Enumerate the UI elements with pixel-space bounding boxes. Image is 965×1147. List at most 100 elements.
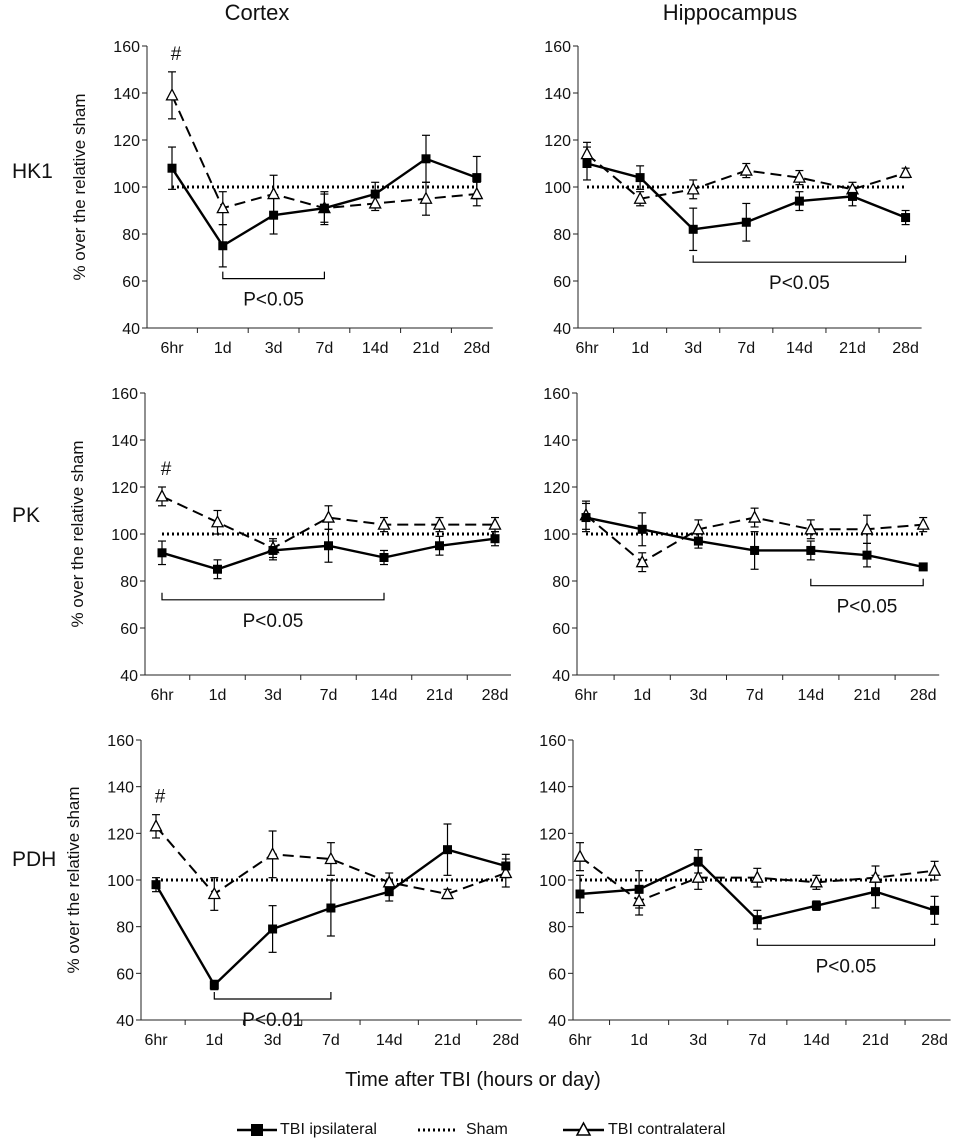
series-contra-point: [470, 186, 484, 200]
x-tick-label: 14d: [803, 1032, 830, 1049]
legend-ipsi-marker: [251, 1124, 263, 1136]
x-tick-label: 3d: [684, 340, 702, 357]
y-tick-label: 80: [553, 227, 571, 244]
series-contra-point: [739, 163, 753, 176]
series-ipsi-point: [268, 545, 278, 555]
y-tick-label: 160: [113, 39, 140, 56]
y-tick-label: 80: [120, 574, 138, 591]
series-contra-point: [149, 818, 163, 832]
series-ipsi-point: [370, 189, 380, 199]
y-tick-label: 80: [122, 227, 140, 244]
y-tick-label: 40: [116, 1013, 134, 1030]
series-contra-point: [207, 886, 221, 900]
series-ipsi-point: [151, 880, 161, 890]
series-ipsi-point: [688, 224, 698, 234]
y-tick-label: 40: [553, 321, 571, 338]
x-axis-label: Time after TBI (hours or day): [345, 1069, 601, 1091]
series-ipsi-point: [443, 845, 452, 855]
series-contra-point: [686, 181, 700, 195]
series-ipsi-point: [582, 159, 592, 168]
series-ipsi-point: [918, 562, 928, 572]
series-contra-point: [382, 874, 396, 888]
series-contra-point: [377, 517, 391, 530]
series-ipsi-point: [871, 887, 880, 897]
significance-p-value: P<0.05: [243, 611, 304, 632]
significance-bracket: [756, 938, 936, 946]
series-ipsi-point: [862, 550, 872, 560]
y-tick-label: 80: [116, 920, 134, 937]
series-ipsi-point: [752, 915, 762, 925]
x-tick-label: 7d: [746, 687, 764, 704]
series-contra-point: [691, 870, 705, 883]
x-tick-label: 21d: [862, 1032, 889, 1049]
y-tick-label: 100: [107, 873, 134, 890]
series-ipsi-point: [811, 901, 821, 911]
significance-hash: #: [155, 787, 166, 808]
row-label-pk: PK: [12, 504, 40, 527]
x-tick-label: 28d: [921, 1032, 948, 1049]
series-ipsi-point: [268, 924, 278, 934]
series-ipsi-point: [324, 541, 333, 551]
y-tick-label: 100: [543, 527, 570, 544]
significance-hash: #: [171, 44, 182, 65]
y-axis-label: % over the relative sham: [64, 786, 83, 973]
series-contra-point: [266, 846, 280, 860]
x-tick-label: 14d: [371, 687, 398, 704]
series-ipsi-point: [741, 217, 751, 227]
x-tick-label: 21d: [839, 340, 866, 357]
significance-p-value: P<0.01: [242, 1010, 303, 1031]
x-tick-label: 6hr: [144, 1032, 168, 1049]
series-ipsi-point: [213, 564, 222, 574]
y-tick-label: 140: [111, 433, 138, 450]
x-tick-label: 3d: [264, 1032, 282, 1049]
x-tick-label: 28d: [910, 687, 937, 704]
x-tick-label: 1d: [205, 1032, 223, 1049]
significance-p-value: P<0.05: [837, 597, 898, 618]
series-contra-point: [499, 865, 513, 879]
series-ipsi-point: [581, 513, 591, 523]
series-contra-point: [321, 510, 336, 523]
y-tick-label: 100: [544, 180, 571, 197]
y-tick-label: 160: [544, 39, 571, 56]
y-tick-label: 100: [539, 873, 566, 890]
series-contra-point: [928, 863, 942, 876]
y-tick-label: 40: [122, 321, 140, 338]
y-tick-label: 40: [120, 668, 138, 685]
panel-pdh-hippocampus: 40 60 80 100 120 140 160 6hr 1d 3d 7d 14d 21d 28d P<0.…: [539, 733, 951, 1049]
y-tick-label: 40: [548, 1013, 566, 1030]
series-ipsi-point: [501, 861, 511, 871]
series-ipsi-point: [167, 163, 177, 173]
series-ipsi-point: [472, 173, 482, 183]
x-tick-label: 6hr: [160, 340, 184, 357]
series-ipsi-point: [421, 154, 431, 164]
significance-bracket: [161, 592, 385, 601]
series-contra-point: [580, 146, 594, 160]
x-tick-label: 21d: [854, 687, 881, 704]
y-tick-label: 120: [544, 133, 571, 150]
legend-ipsi-label: TBI ipsilateral: [280, 1121, 377, 1138]
series-contra-point: [916, 517, 930, 530]
row-label-pdh: PDH: [12, 848, 56, 871]
series-contra-point: [573, 849, 587, 862]
series-contra-point: [899, 165, 913, 179]
series-ipsi-point: [635, 173, 645, 183]
series-contra-point: [210, 514, 225, 528]
series-contra-point: [488, 517, 502, 530]
legend-contra-marker: [575, 1121, 592, 1136]
panel-hk1-cortex: 40 60 80 100 120 140 160 6hr 1d 3d 7d 14d 21d 28d % ov…: [70, 39, 493, 357]
series-contra-point: [635, 554, 649, 568]
y-tick-label: 140: [543, 433, 570, 450]
significance-hash: #: [161, 459, 172, 480]
y-tick-label: 160: [539, 733, 566, 750]
series-contra-point: [804, 521, 818, 535]
y-tick-label: 140: [544, 86, 571, 103]
x-tick-label: 7d: [737, 340, 755, 357]
series-ipsi-point: [794, 196, 804, 206]
x-tick-label: 6hr: [568, 1032, 592, 1049]
y-tick-label: 60: [552, 621, 570, 638]
panel-hk1-hippocampus: 40 60 80 100 120 140 160 6hr 1d 3d 7d 14d 21d 28d P<0.…: [544, 39, 922, 357]
y-tick-label: 160: [107, 733, 134, 750]
x-tick-label: 28d: [482, 687, 509, 704]
series-contra-point: [267, 186, 281, 200]
